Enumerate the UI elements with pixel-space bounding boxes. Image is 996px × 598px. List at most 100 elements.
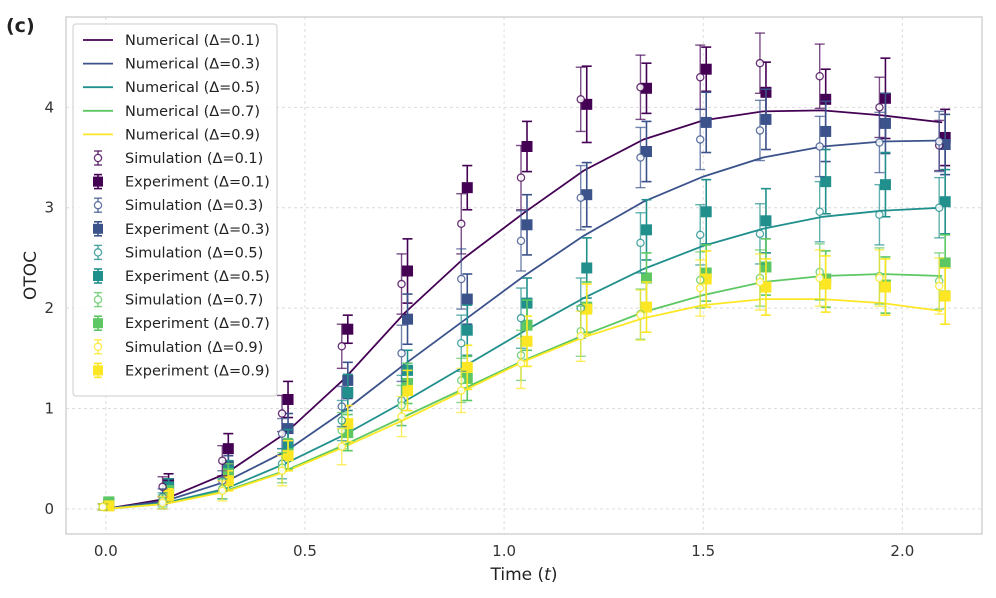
simulation-point	[755, 58, 765, 68]
simulation-point	[934, 137, 944, 146]
simulation-point	[457, 219, 466, 229]
simulation-point	[875, 103, 884, 112]
experiment-point	[879, 179, 891, 191]
simulation-point	[337, 442, 347, 451]
legend-item: Numerical (Δ=0.1)	[83, 33, 260, 49]
experiment-point	[521, 219, 533, 231]
numerical-series-line	[105, 109, 943, 510]
experiment-series	[103, 250, 951, 512]
x-tick-label: 1.0	[492, 542, 516, 560]
simulation-point	[277, 466, 287, 476]
simulation-point	[636, 310, 645, 320]
legend-label: Simulation (Δ=0.1)	[125, 151, 263, 167]
y-axis-label: OTOC	[21, 251, 41, 300]
legend-label: Simulation (Δ=0.3)	[125, 198, 263, 214]
experiment-point	[820, 125, 832, 137]
numerical-series-line	[105, 139, 943, 510]
simulation-point	[516, 173, 526, 182]
x-tick-label: 2.0	[890, 542, 914, 560]
legend-label: Numerical (Δ=0.9)	[125, 127, 260, 143]
x-tick-label: 0.5	[293, 542, 317, 560]
legend-item: Simulation (Δ=0.7)	[93, 291, 263, 309]
experiment-point	[640, 224, 652, 236]
experiment-point	[282, 450, 294, 462]
experiment-point	[461, 293, 473, 305]
panel-label: (c)	[6, 15, 35, 37]
legend-item: Experiment (Δ=0.5)	[93, 268, 270, 285]
legend-box	[72, 23, 278, 397]
simulation-point	[457, 339, 466, 348]
legend-item: Numerical (Δ=0.7)	[83, 104, 260, 120]
experiment-point	[640, 272, 652, 284]
simulation-point	[397, 412, 406, 421]
chart-marks	[97, 32, 951, 512]
simulation-point	[218, 456, 227, 465]
legend-label: Numerical (Δ=0.1)	[125, 33, 260, 49]
y-tick-label: 4	[44, 98, 54, 116]
simulation-point	[934, 203, 944, 212]
y-tick-label: 2	[44, 299, 54, 317]
experiment-point	[103, 500, 115, 512]
legend-square-swatch	[93, 176, 103, 187]
experiment-point	[879, 281, 891, 293]
experiment-point	[521, 141, 533, 153]
legend-label: Experiment (Δ=0.9)	[125, 363, 270, 379]
experiment-point	[700, 63, 712, 75]
experiment-point	[282, 423, 294, 435]
simulation-point	[695, 135, 705, 144]
simulation-point	[337, 342, 347, 351]
legend-label: Numerical (Δ=0.3)	[125, 57, 260, 73]
simulation-point	[755, 126, 765, 135]
simulation-point	[516, 359, 526, 368]
simulation-point	[934, 281, 944, 291]
experiment-point	[402, 384, 414, 396]
legend-item: Experiment (Δ=0.3)	[93, 221, 270, 238]
legend-circle-swatch	[93, 342, 103, 352]
simulation-point	[636, 153, 645, 162]
legend-item: Simulation (Δ=0.1)	[93, 150, 263, 167]
simulation-point	[875, 210, 884, 220]
simulation-point	[815, 207, 824, 217]
legend-label: Simulation (Δ=0.5)	[125, 245, 263, 261]
legend-item: Numerical (Δ=0.9)	[83, 127, 260, 143]
experiment-point	[820, 176, 832, 188]
experiment-point	[820, 93, 832, 105]
simulation-point	[815, 71, 824, 81]
simulation-point	[457, 386, 466, 395]
experiment-point	[402, 313, 414, 325]
x-tick-label: 1.5	[691, 542, 715, 560]
legend-item: Experiment (Δ=0.1)	[93, 173, 270, 191]
simulation-point	[158, 498, 167, 508]
experiment-point	[640, 301, 652, 313]
experiment-point	[402, 265, 414, 277]
experiment-point	[342, 418, 354, 430]
simulation-point	[695, 283, 705, 293]
simulation-point	[695, 230, 705, 240]
experiment-point	[282, 393, 294, 405]
plot-frame	[65, 16, 983, 535]
legend-circle-swatch	[93, 295, 103, 304]
simulation-point	[576, 95, 585, 104]
simulation-point	[815, 273, 824, 283]
experiment-point	[939, 290, 951, 302]
experiment-point	[581, 262, 593, 274]
simulation-point	[397, 349, 406, 358]
legend-circle-swatch	[93, 200, 103, 210]
experiment-point	[521, 335, 533, 347]
experiment-point	[461, 182, 473, 194]
experiment-point	[820, 278, 832, 290]
experiment-point	[461, 361, 473, 373]
experiment-point	[700, 116, 712, 128]
simulation-point	[98, 502, 108, 512]
experiment-point	[760, 215, 772, 227]
legend-circle-swatch	[93, 248, 103, 257]
experiment-point	[760, 113, 772, 125]
legend-item: Simulation (Δ=0.5)	[93, 244, 263, 261]
experiment-point	[163, 489, 175, 501]
legend: Numerical (Δ=0.1) Numerical (Δ=0.3) Numeri…	[72, 23, 278, 397]
legend-label: Experiment (Δ=0.7)	[125, 316, 270, 332]
legend-label: Simulation (Δ=0.9)	[125, 340, 263, 356]
y-tick-label: 1	[44, 400, 54, 418]
experiment-point	[640, 82, 652, 94]
